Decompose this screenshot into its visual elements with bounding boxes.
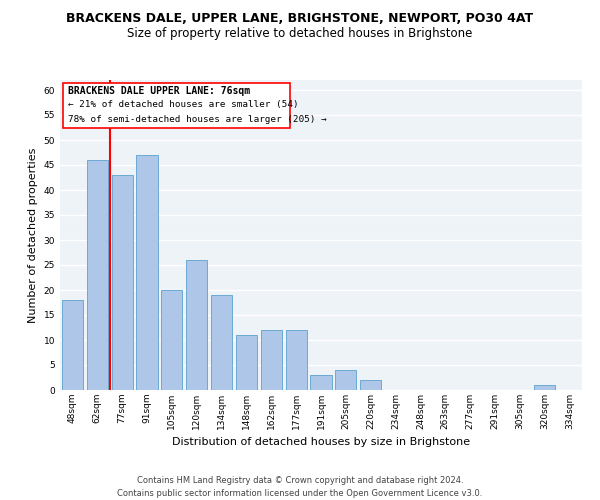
- Bar: [62, 300, 83, 390]
- Bar: [534, 385, 555, 390]
- Bar: [136, 155, 158, 390]
- Bar: [186, 260, 207, 390]
- Text: 78% of semi-detached houses are larger (205) →: 78% of semi-detached houses are larger (…: [68, 114, 326, 124]
- Bar: [87, 160, 108, 390]
- Bar: [335, 370, 356, 390]
- Text: BRACKENS DALE, UPPER LANE, BRIGHSTONE, NEWPORT, PO30 4AT: BRACKENS DALE, UPPER LANE, BRIGHSTONE, N…: [67, 12, 533, 26]
- Bar: [211, 295, 232, 390]
- Bar: [360, 380, 381, 390]
- Text: Contains HM Land Registry data © Crown copyright and database right 2024.
Contai: Contains HM Land Registry data © Crown c…: [118, 476, 482, 498]
- FancyBboxPatch shape: [62, 83, 290, 128]
- Bar: [310, 375, 332, 390]
- Text: Size of property relative to detached houses in Brighstone: Size of property relative to detached ho…: [127, 28, 473, 40]
- Bar: [286, 330, 307, 390]
- Bar: [236, 335, 257, 390]
- Bar: [112, 175, 133, 390]
- X-axis label: Distribution of detached houses by size in Brighstone: Distribution of detached houses by size …: [172, 438, 470, 448]
- Text: ← 21% of detached houses are smaller (54): ← 21% of detached houses are smaller (54…: [68, 100, 298, 109]
- Y-axis label: Number of detached properties: Number of detached properties: [28, 148, 38, 322]
- Bar: [161, 290, 182, 390]
- Bar: [261, 330, 282, 390]
- Text: BRACKENS DALE UPPER LANE: 76sqm: BRACKENS DALE UPPER LANE: 76sqm: [68, 86, 250, 96]
